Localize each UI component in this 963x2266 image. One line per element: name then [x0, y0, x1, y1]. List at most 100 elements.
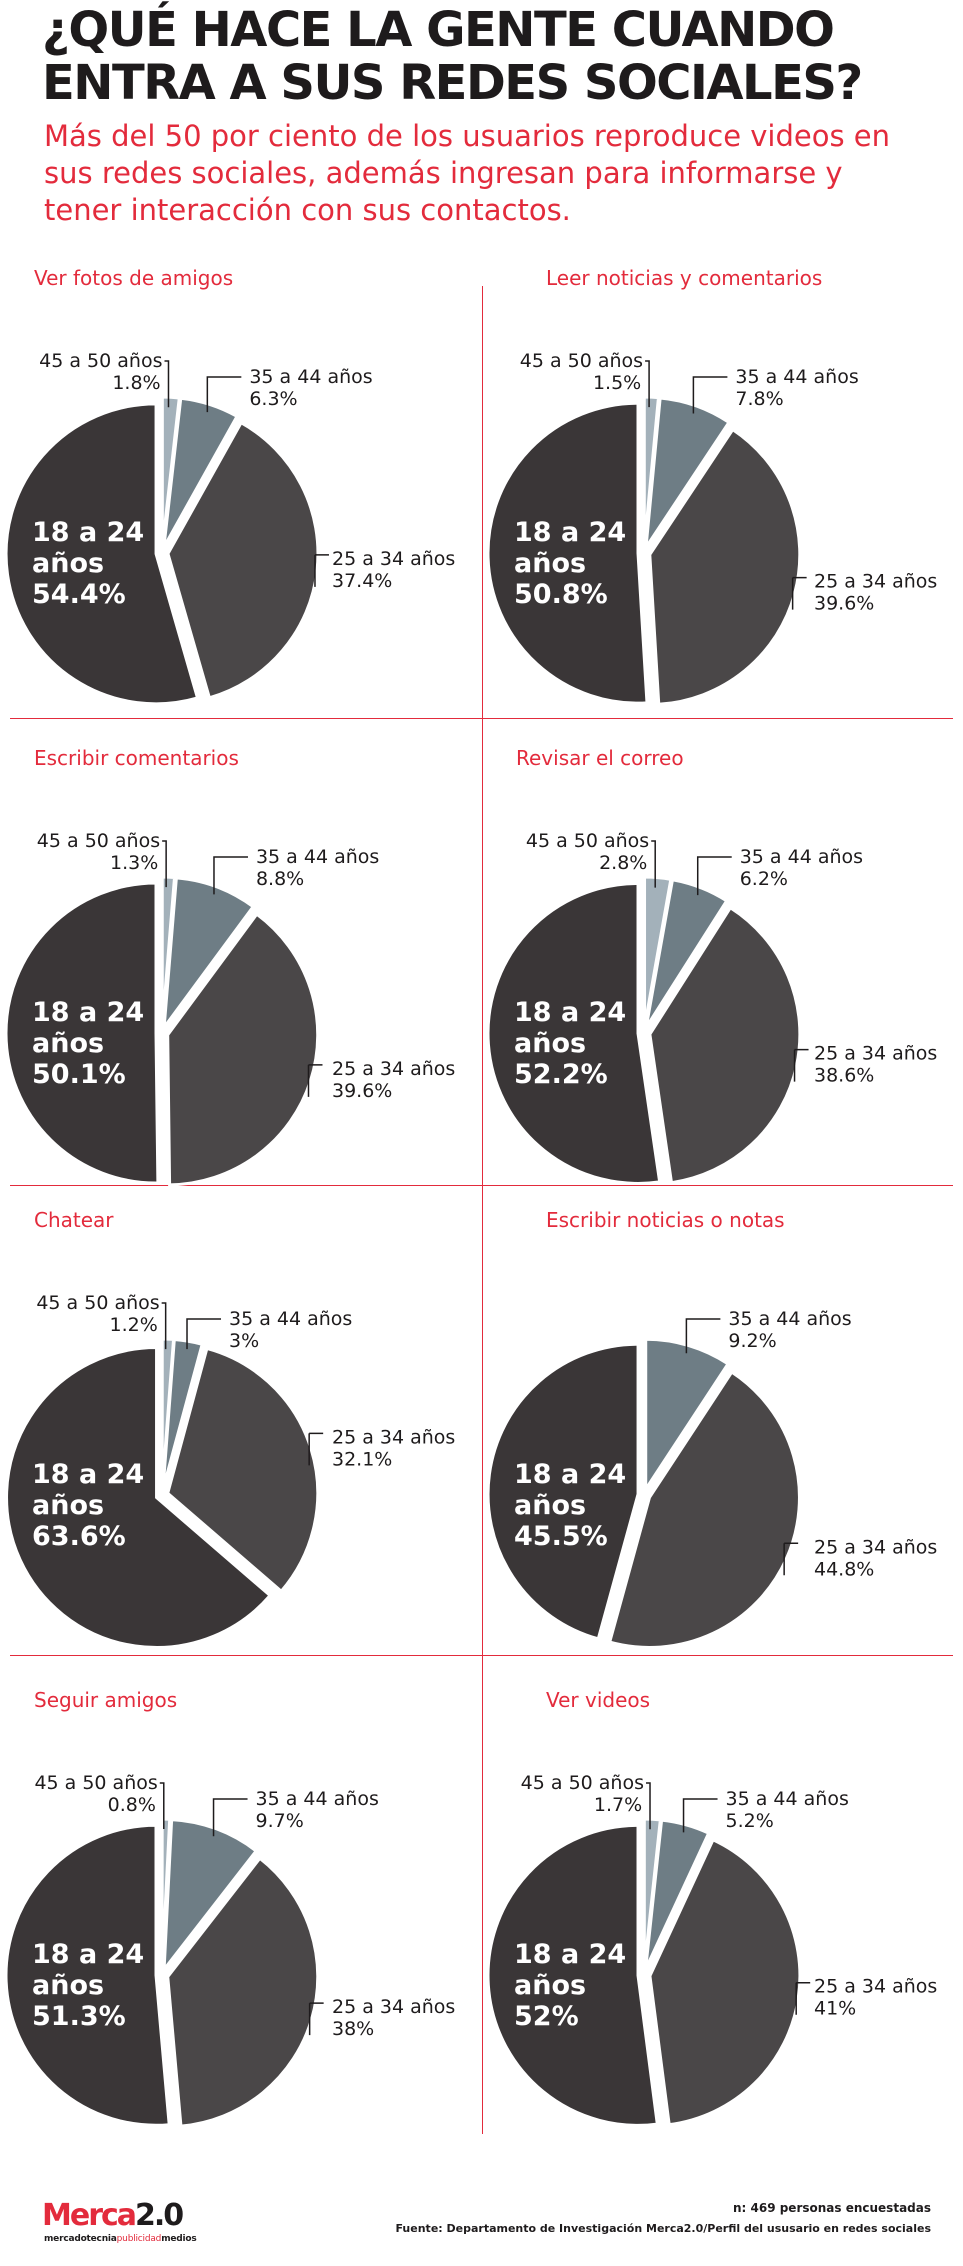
pie-slice-18-a-24-a-os	[4, 881, 160, 1185]
logo-wordmark: Merca2.0	[42, 2198, 184, 2233]
slice-value-45-a-50-a-os: 1.5%	[593, 372, 641, 394]
slice-value-35-a-44-a-os: 3%	[229, 1330, 259, 1352]
slice-label-18-24: 18 a 24	[514, 997, 626, 1028]
slice-value-18-24: 51.3%	[32, 2001, 126, 2032]
leader-line	[651, 840, 656, 888]
pie-slice-25-a-34-a-os	[648, 427, 802, 706]
pie-slice-25-a-34-a-os	[607, 1370, 801, 1648]
chart-title: Leer noticias y comentarios	[546, 266, 823, 290]
slice-value-35-a-44-a-os: 5.2%	[726, 1810, 774, 1832]
chart-panel-escribir-noticias: Escribir noticias o notas 35 a 44 años 9.…	[482, 1208, 963, 1670]
row-divider-2	[10, 1185, 953, 1186]
slice-value-35-a-44-a-os: 9.2%	[728, 1330, 776, 1352]
chart-title: Escribir comentarios	[34, 746, 239, 770]
leader-line	[308, 1432, 324, 1466]
slice-value-25-a-34-a-os: 41%	[814, 1998, 856, 2020]
slice-value-18-24: 52%	[514, 2001, 579, 2032]
slice-label-25-a-34-a-os: 25 a 34 años	[814, 1043, 937, 1065]
slice-label-35-a-44-a-os: 35 a 44 años	[728, 1308, 851, 1330]
slice-value-35-a-44-a-os: 6.2%	[740, 868, 788, 890]
chart-title: Ver fotos de amigos	[34, 266, 234, 290]
leader-line	[213, 856, 248, 895]
source-note: Fuente: Departamento de Investigación Me…	[395, 2222, 931, 2235]
pie-slice-18-a-24-a-os	[4, 402, 200, 706]
pie-slice-35-a-44-a-os	[162, 396, 240, 549]
pie-slice-35-a-44-a-os	[644, 1818, 711, 1970]
pie-slice-35-a-44-a-os	[644, 877, 729, 1029]
chart-title: Seguir amigos	[34, 1688, 178, 1712]
leader-line	[783, 1542, 799, 1576]
pie-slice-45-a-50-a-os	[642, 395, 661, 548]
slice-label-18-24: años	[514, 1490, 586, 1521]
pie-slice-45-a-50-a-os	[643, 875, 673, 1028]
leader-line	[307, 1064, 323, 1097]
slice-label-18-24: 18 a 24	[32, 997, 144, 1028]
slice-value-45-a-50-a-os: 1.3%	[110, 852, 158, 874]
slice-label-25-a-34-a-os: 25 a 34 años	[814, 571, 937, 593]
slice-label-25-a-34-a-os: 25 a 34 años	[814, 1536, 937, 1558]
page-title: ¿QUÉ HACE LA GENTE CUANDO ENTRA A SUS RE…	[42, 2, 863, 111]
chart-panel-escribir-comentarios: Escribir comentarios 45 a 50 años 1.3% 35 …	[0, 746, 481, 1208]
slice-label-35-a-44-a-os: 35 a 44 años	[726, 1788, 849, 1810]
slice-label-18-24: años	[32, 1490, 104, 1521]
slice-value-35-a-44-a-os: 8.8%	[256, 868, 304, 890]
pie-slice-45-a-50-a-os	[160, 875, 177, 1028]
slice-label-25-a-34-a-os: 25 a 34 años	[332, 1058, 455, 1080]
pie-slice-45-a-50-a-os	[160, 1817, 172, 1970]
column-divider	[482, 286, 483, 2134]
slice-value-18-24: 63.6%	[32, 1521, 126, 1552]
merca-logo: Merca2.0 mercadotecniapublicidadmedios	[42, 2198, 202, 2246]
pie-slice-18-a-24-a-os	[486, 401, 649, 705]
pie-slice-25-a-34-a-os	[166, 912, 320, 1186]
chart-title: Chatear	[34, 1208, 114, 1232]
slice-label-35-a-44-a-os: 35 a 44 años	[735, 366, 858, 388]
slice-value-25-a-34-a-os: 39.6%	[814, 593, 874, 615]
chart-title: Escribir noticias o notas	[546, 1208, 785, 1232]
slice-label-25-a-34-a-os: 25 a 34 años	[814, 1976, 937, 1998]
pie-slice-25-a-34-a-os	[166, 1346, 320, 1594]
slice-value-25-a-34-a-os: 32.1%	[332, 1448, 392, 1470]
slice-value-18-24: 45.5%	[514, 1521, 608, 1552]
row-divider-1	[10, 718, 953, 719]
slice-value-25-a-34-a-os: 44.8%	[814, 1558, 874, 1580]
slice-label-18-24: 18 a 24	[32, 1939, 144, 1970]
slice-label-25-a-34-a-os: 25 a 34 años	[332, 548, 455, 570]
chart-panel-chatear: Chatear 45 a 50 años 1.2% 35 a 44 años 3% 25…	[0, 1208, 481, 1670]
slice-label-18-24: años	[32, 1028, 104, 1059]
leader-line	[682, 1798, 718, 1833]
chart-title: Revisar el correo	[516, 746, 684, 770]
pie-slice-18-a-24-a-os	[486, 1342, 640, 1641]
chart-panel-leer-noticias: Leer noticias y comentarios 45 a 50 años…	[482, 266, 963, 728]
slice-label-18-24: años	[514, 1970, 586, 2001]
pie-slice-25-a-34-a-os	[166, 1856, 320, 2128]
pie-slice-25-a-34-a-os	[166, 420, 320, 700]
leader-line	[186, 1318, 222, 1350]
slice-label-45-a-50-a-os: 45 a 50 años	[526, 830, 649, 852]
leader-line	[645, 360, 650, 408]
chart-panel-ver-fotos-de-amigos: Ver fotos de amigos 45 a 50 años 1.8% 35 a…	[0, 266, 481, 728]
slice-label-45-a-50-a-os: 45 a 50 años	[520, 350, 643, 372]
leader-line	[308, 2002, 324, 2036]
slice-label-35-a-44-a-os: 35 a 44 años	[740, 846, 863, 868]
leader-line	[685, 1318, 721, 1354]
chart-panel-revisar-el-correo: Revisar el correo 45 a 50 años 2.8% 35 a 4…	[482, 746, 963, 1208]
pie-slice-35-a-44-a-os	[162, 876, 256, 1033]
pie-slice-18-a-24-a-os	[4, 1823, 171, 2127]
slice-label-18-24: años	[514, 1028, 586, 1059]
chart-title: Ver videos	[546, 1688, 651, 1712]
pie-slice-35-a-44-a-os	[644, 1337, 731, 1495]
slice-label-35-a-44-a-os: 35 a 44 años	[249, 366, 372, 388]
slice-label-25-a-34-a-os: 25 a 34 años	[332, 1426, 455, 1448]
chart-panel-ver-videos: Ver videos 45 a 50 años 1.7% 35 a 44 años 5…	[482, 1688, 963, 2150]
slice-value-45-a-50-a-os: 1.7%	[594, 1794, 642, 1816]
leader-line	[696, 856, 732, 896]
slice-label-35-a-44-a-os: 35 a 44 años	[256, 1788, 379, 1810]
slice-value-18-24: 50.8%	[514, 579, 608, 610]
leader-line	[161, 1302, 167, 1350]
pie-slice-18-a-24-a-os	[5, 1345, 273, 1648]
